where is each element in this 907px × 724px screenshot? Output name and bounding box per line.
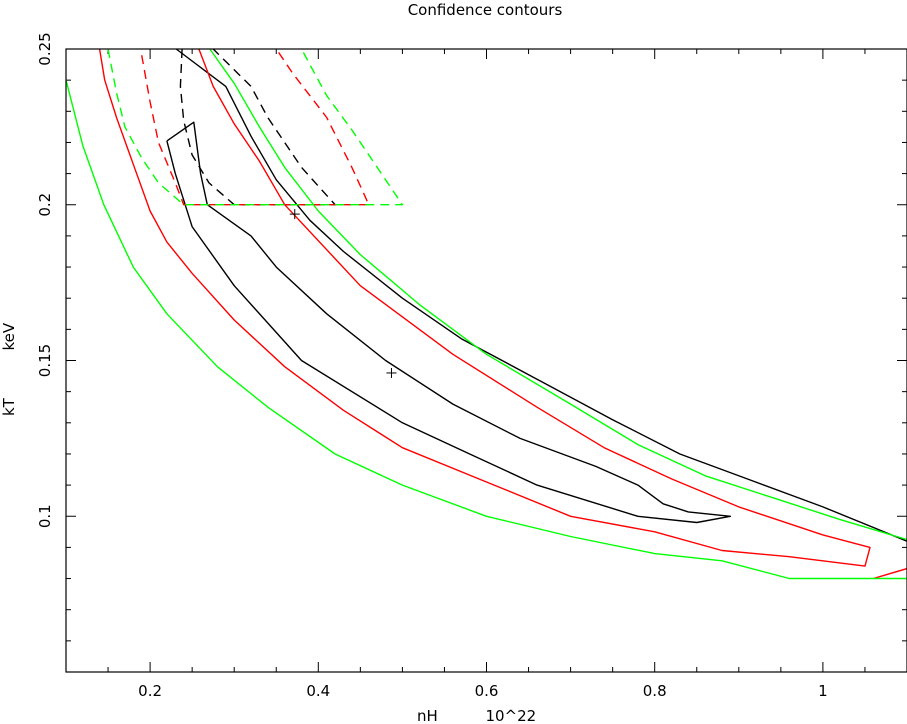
contour-line-0 bbox=[166, 121, 732, 524]
x-tick-label: 0.4 bbox=[306, 682, 330, 700]
y-tick-label: 0.15 bbox=[36, 344, 54, 377]
best-fit-marker-1 bbox=[386, 367, 397, 378]
y-tick-label: 0.1 bbox=[36, 504, 54, 528]
y-tick-label: 0.25 bbox=[36, 32, 54, 65]
x-tick-label: 0.2 bbox=[138, 682, 162, 700]
contour-line-dashed-6 bbox=[179, 48, 336, 206]
contour-lines bbox=[65, 48, 907, 580]
x-axis-label: nH 10^22 bbox=[417, 707, 536, 724]
contour-line-5 bbox=[209, 48, 907, 541]
best-fit-markers bbox=[289, 209, 397, 378]
y-axis-ticks: 0.1 0.15 0.2 0.25 bbox=[36, 32, 907, 642]
best-fit-marker-0 bbox=[289, 209, 300, 220]
y-axis-label: kT keV bbox=[0, 322, 18, 416]
contour-line-1 bbox=[175, 48, 907, 542]
x-tick-label: 0.8 bbox=[643, 682, 667, 700]
x-axis-ticks: 0.2 0.4 0.6 0.8 1 bbox=[107, 49, 866, 700]
plot-frame bbox=[65, 48, 907, 673]
contour-line-3 bbox=[873, 567, 907, 580]
contour-line-2 bbox=[98, 48, 871, 567]
contour-line-dashed-7 bbox=[141, 48, 370, 206]
contour-line-4 bbox=[65, 79, 907, 580]
x-tick-label: 1 bbox=[818, 682, 828, 700]
x-tick-label: 0.6 bbox=[475, 682, 499, 700]
y-tick-label: 0.2 bbox=[36, 193, 54, 217]
chart-title: Confidence contours bbox=[408, 1, 563, 19]
contour-line-dashed-8 bbox=[107, 48, 404, 206]
